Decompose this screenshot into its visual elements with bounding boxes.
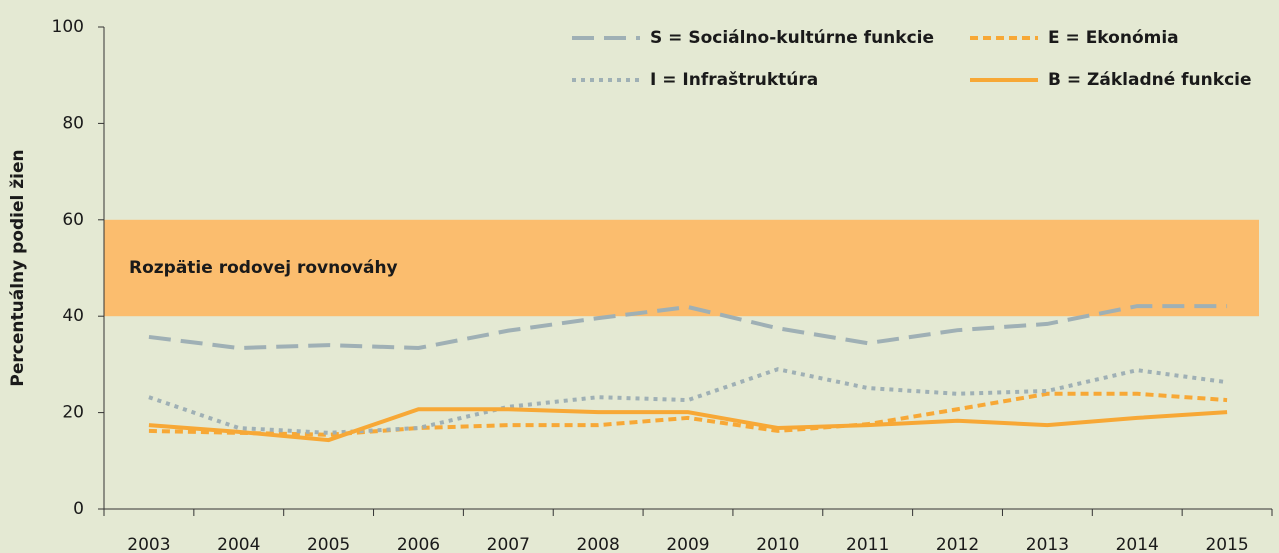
x-tick-label: 2004: [217, 535, 260, 553]
y-tick-label: 60: [62, 210, 84, 230]
x-tick-label: 2015: [1205, 535, 1248, 553]
x-tick-label: 2012: [936, 535, 979, 553]
balance-band: [104, 219, 1259, 317]
y-tick-label: 0: [73, 499, 84, 519]
x-tick-label: 2013: [1026, 535, 1069, 553]
x-tick-label: 2011: [846, 535, 889, 553]
y-tick-label: 80: [62, 113, 84, 133]
series-line: [148, 407, 1228, 443]
band-label: Rozpätie rodovej rovnováhy: [129, 258, 398, 278]
x-tick-label: 2008: [577, 535, 620, 553]
x-tick-label: 2006: [397, 535, 440, 553]
y-tick-label: 20: [62, 403, 84, 423]
series-line: [148, 391, 1228, 437]
x-tick-label: 2005: [307, 535, 350, 553]
legend-label: I = Infraštruktúra: [650, 70, 818, 90]
y-axis-label: Percentuálny podiel žien: [8, 149, 28, 386]
x-tick-label: 2007: [487, 535, 530, 553]
legend-label: E = Ekonómia: [1048, 28, 1179, 48]
series-line: [148, 304, 1228, 351]
x-tick-label: 2010: [756, 535, 799, 553]
y-tick-label: 100: [52, 17, 84, 37]
x-tick-label: 2009: [666, 535, 709, 553]
y-tick-label: 40: [62, 306, 84, 326]
x-tick-label: 2014: [1116, 535, 1159, 553]
legend-label: B = Základné funkcie: [1048, 70, 1252, 90]
legend-label: S = Sociálno-kultúrne funkcie: [650, 28, 934, 48]
x-tick-label: 2003: [127, 535, 170, 553]
